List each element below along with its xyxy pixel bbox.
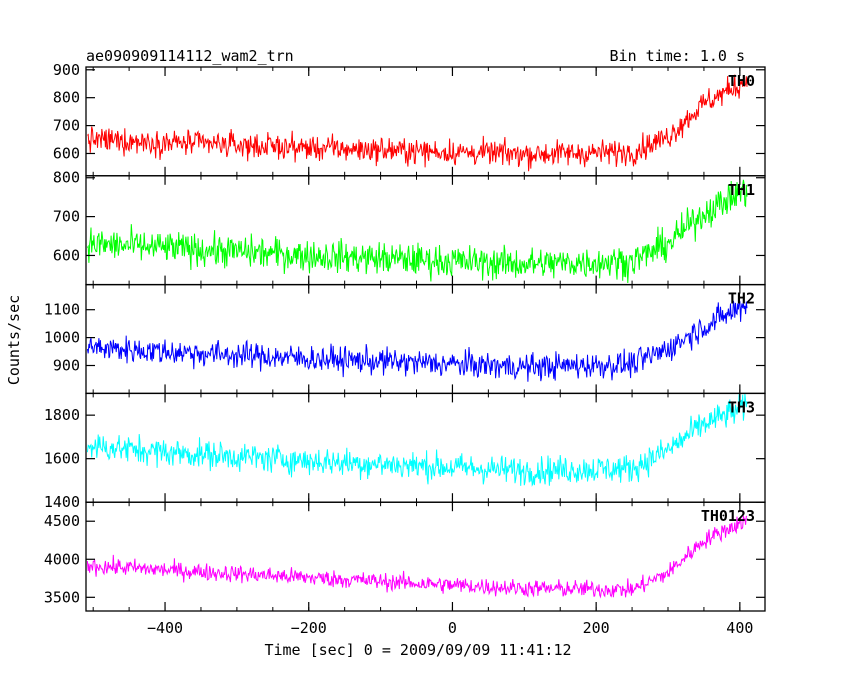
x-tick-label: 400 <box>726 619 753 637</box>
panel-frame <box>85 283 766 395</box>
series-line-th0123 <box>86 515 748 599</box>
y-tick-label: 700 <box>53 117 80 135</box>
x-axis-label: Time [sec] 0 = 2009/09/09 11:41:12 <box>264 641 571 659</box>
y-tick-label: 900 <box>53 61 80 79</box>
y-tick-label: 1100 <box>44 301 80 319</box>
y-tick-label: 800 <box>53 169 80 187</box>
y-tick-label: 600 <box>53 246 80 264</box>
panel-frame <box>85 501 766 612</box>
y-tick-label: 4500 <box>44 512 80 530</box>
panel-label-th2: TH2 <box>728 290 755 308</box>
panel-frame <box>85 175 766 286</box>
series-line-th1 <box>86 179 748 284</box>
y-tick-label: 800 <box>53 89 80 107</box>
x-tick-label: 200 <box>583 619 610 637</box>
panel-label-th0123: TH0123 <box>701 507 755 525</box>
y-tick-label: 3500 <box>44 588 80 606</box>
x-tick-label: 0 <box>448 619 457 637</box>
y-axis-label: Counts/sec <box>5 295 23 385</box>
y-tick-label: 600 <box>53 144 80 162</box>
series-line-th3 <box>86 393 748 487</box>
series-line-th0 <box>87 74 748 172</box>
panels: 600 700 800 900 TH0 600 700 800 TH1 900 1000 1100 TH… <box>44 61 766 637</box>
y-tick-label: 900 <box>53 357 80 375</box>
y-tick-label: 1000 <box>44 329 80 347</box>
bin-time-label: Bin time: 1.0 s <box>610 47 745 65</box>
y-tick-label: 1600 <box>44 450 80 468</box>
chart-title: ae090909114112_wam2_trn <box>86 47 294 65</box>
y-tick-label: 1800 <box>44 406 80 424</box>
y-tick-label: 700 <box>53 208 80 226</box>
panel-label-th1: TH1 <box>728 181 755 199</box>
series-line-th2 <box>86 300 748 382</box>
panel-label-th3: TH3 <box>728 398 755 416</box>
panel-frame <box>85 392 766 503</box>
panel-label-th0: TH0 <box>728 72 755 90</box>
x-tick-label: −400 <box>147 619 183 637</box>
y-tick-label: 1400 <box>44 493 80 511</box>
x-tick-label: −200 <box>291 619 327 637</box>
y-tick-label: 4000 <box>44 550 80 568</box>
